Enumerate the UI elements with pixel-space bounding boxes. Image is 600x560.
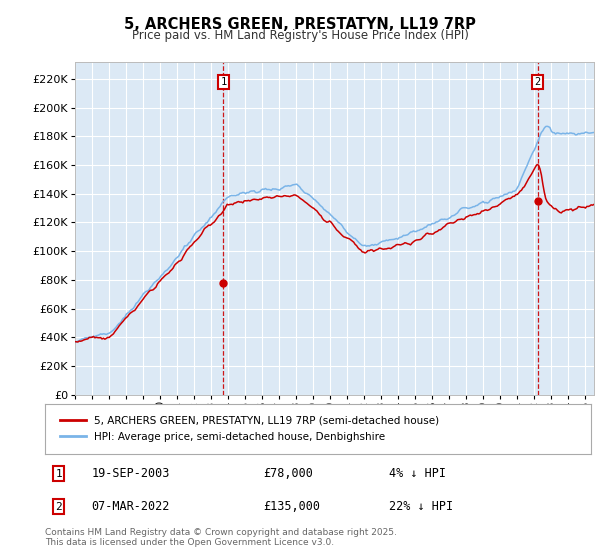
- Text: 2: 2: [535, 77, 541, 87]
- Text: 4% ↓ HPI: 4% ↓ HPI: [389, 467, 446, 480]
- Text: £78,000: £78,000: [263, 467, 313, 480]
- Legend: 5, ARCHERS GREEN, PRESTATYN, LL19 7RP (semi-detached house), HPI: Average price,: 5, ARCHERS GREEN, PRESTATYN, LL19 7RP (s…: [56, 412, 443, 446]
- Text: 07-MAR-2022: 07-MAR-2022: [91, 500, 170, 514]
- Text: 2: 2: [55, 502, 62, 512]
- Text: 1: 1: [220, 77, 227, 87]
- Text: 22% ↓ HPI: 22% ↓ HPI: [389, 500, 453, 514]
- Text: 5, ARCHERS GREEN, PRESTATYN, LL19 7RP: 5, ARCHERS GREEN, PRESTATYN, LL19 7RP: [124, 17, 476, 32]
- Text: Contains HM Land Registry data © Crown copyright and database right 2025.
This d: Contains HM Land Registry data © Crown c…: [45, 528, 397, 548]
- Text: 19-SEP-2003: 19-SEP-2003: [91, 467, 170, 480]
- Text: Price paid vs. HM Land Registry's House Price Index (HPI): Price paid vs. HM Land Registry's House …: [131, 29, 469, 42]
- Text: £135,000: £135,000: [263, 500, 320, 514]
- Text: 1: 1: [55, 469, 62, 479]
